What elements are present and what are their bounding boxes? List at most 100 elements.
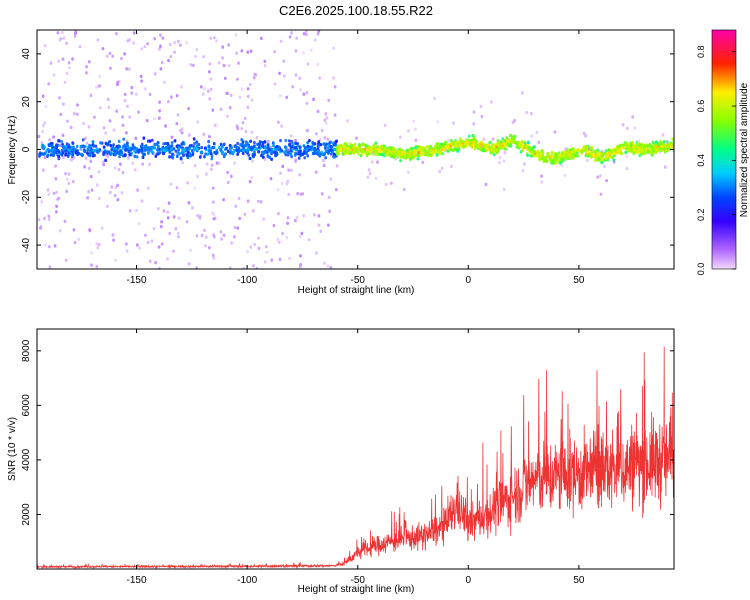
y-tick-label: 8000 xyxy=(21,339,32,362)
spectrogram-cell xyxy=(192,137,196,141)
spectrogram-cell xyxy=(87,147,90,152)
spectrogram-cell xyxy=(80,152,83,157)
spectrogram-cell xyxy=(237,150,241,154)
spectrogram-cell xyxy=(261,141,265,145)
y-tick-label: 2000 xyxy=(21,503,32,526)
spectrogram-cell xyxy=(260,153,263,158)
spectrogram-cell xyxy=(64,172,67,176)
spectrogram-cell xyxy=(123,92,127,97)
spectrogram-cell xyxy=(226,180,230,184)
spectrogram-cell xyxy=(620,151,623,156)
spectrogram-cell xyxy=(603,164,606,168)
spectrogram-cell xyxy=(309,48,313,52)
spectrogram-cell xyxy=(506,139,509,143)
spectrogram-cell xyxy=(478,147,482,151)
spectrogram-cell xyxy=(99,141,102,145)
spectrogram-cell xyxy=(373,150,377,154)
spectrogram-cell xyxy=(414,145,418,149)
spectrogram-cell xyxy=(111,233,115,237)
spectrogram-cell xyxy=(299,254,302,258)
spectrogram-cell xyxy=(95,85,98,89)
spectrogram-cell xyxy=(219,107,223,111)
spectrogram-cell xyxy=(232,150,235,154)
spectrogram-cell xyxy=(533,150,536,154)
spectrogram-cell xyxy=(452,143,456,147)
spectrogram-cell xyxy=(284,153,288,157)
spectrogram-cell xyxy=(642,145,646,149)
spectrogram-cell xyxy=(510,139,514,143)
spectrogram-cell xyxy=(157,245,161,249)
spectrogram-cell xyxy=(662,140,666,144)
spectrogram-cell xyxy=(141,162,144,166)
spectrogram-cell xyxy=(268,155,271,159)
spectrogram-cell xyxy=(604,149,608,153)
spectrogram-cell xyxy=(299,192,302,196)
spectrogram-cell xyxy=(502,187,506,191)
spectrogram-cell xyxy=(333,85,337,89)
spectrogram-cell xyxy=(332,76,335,80)
spectrogram-cell xyxy=(490,100,493,104)
spectrogram-cell xyxy=(58,229,62,233)
spectrogram-cell xyxy=(572,147,575,151)
spectrogram-cell xyxy=(128,115,131,119)
spectrogram-cell xyxy=(409,150,413,154)
spectrogram-cell xyxy=(248,180,252,184)
spectrogram-cell xyxy=(632,148,636,152)
spectrogram-cell xyxy=(362,149,366,153)
spectrogram-cell xyxy=(612,160,616,164)
spectrogram-cell xyxy=(305,101,309,105)
spectrogram-cell xyxy=(563,154,567,158)
spectrogram-cell xyxy=(225,146,228,150)
spectrogram-cell xyxy=(259,200,263,204)
spectrogram-cell xyxy=(157,144,160,148)
spectrogram-cell xyxy=(374,141,378,145)
spectrogram-cell xyxy=(246,249,249,254)
spectrogram-cell xyxy=(47,149,51,154)
spectrogram-cell xyxy=(258,140,262,144)
spectrogram-cell xyxy=(586,152,589,156)
spectrogram-cell xyxy=(324,112,328,116)
spectrogram-cell xyxy=(546,152,549,156)
spectrogram-cell xyxy=(121,115,124,119)
spectrogram-cell xyxy=(400,155,403,159)
snr-frame xyxy=(36,328,675,570)
spectrogram-cell xyxy=(135,155,139,159)
spectrogram-cell xyxy=(441,147,444,151)
spectrogram-cell xyxy=(131,161,135,165)
spectrogram-cell xyxy=(495,145,498,149)
spectrogram-cell xyxy=(174,227,178,231)
spectrogram-cell xyxy=(49,61,53,65)
spectrogram-cell xyxy=(168,42,172,47)
colorbar-tick-label: 0.2 xyxy=(696,208,706,221)
spectrogram-cell xyxy=(195,140,199,144)
spectrogram-cell xyxy=(163,80,166,84)
spectrogram-cell xyxy=(327,195,331,199)
spectrogram-cell xyxy=(178,152,181,156)
spectrogram-cell xyxy=(176,154,179,158)
spectrogram-cell xyxy=(97,170,101,174)
spectrogram-cell xyxy=(436,120,439,124)
spectrogram-cell xyxy=(215,150,219,155)
spectrogram-cell xyxy=(233,225,237,230)
spectrogram-cell xyxy=(53,244,57,248)
spectrogram-cell xyxy=(457,140,461,144)
spectrogram-cell xyxy=(551,154,555,159)
spectrogram-cell xyxy=(124,153,127,157)
spectrogram-cell xyxy=(166,257,169,261)
spectrogram-cell xyxy=(203,87,206,91)
spectrogram-cell xyxy=(137,150,140,154)
spectrogram-cell xyxy=(115,32,118,36)
spectrogram-cell xyxy=(186,150,190,154)
spectrogram-cell xyxy=(376,145,379,149)
spectrogram-cell xyxy=(67,151,71,155)
spectrogram-cell xyxy=(659,139,662,144)
spectrogram-cell xyxy=(205,172,208,176)
spectrogram-cell xyxy=(189,63,193,67)
spectrogram-cell xyxy=(98,75,101,79)
spectrogram-cell xyxy=(264,245,268,249)
spectrogram-cell xyxy=(151,138,154,142)
spectrogram-cell xyxy=(104,158,107,162)
spectrogram-cell xyxy=(90,251,93,255)
spectrogram-cell xyxy=(288,256,291,260)
spectrogram-cell xyxy=(210,157,213,161)
